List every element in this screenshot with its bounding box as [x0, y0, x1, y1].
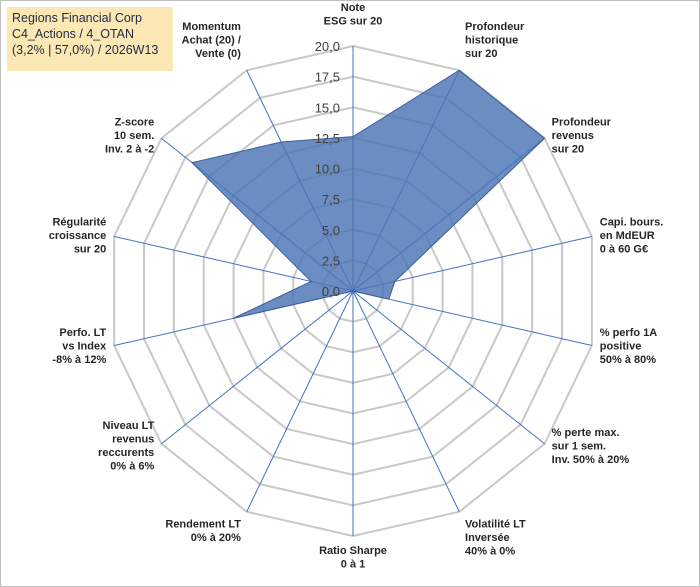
- tick-label: 17,5: [315, 70, 340, 85]
- axis-label: Profondeur revenus sur 20: [552, 117, 612, 156]
- axis-label: Niveau LT revenus reccurents 0% à 6%: [98, 420, 155, 473]
- radar-tick-labels: 0,0 2,5 5,0 7,5 10,0 12,5 15,0 17,5 20,0: [315, 39, 340, 299]
- axis-label: % perfo 1A positive 50% à 80%: [600, 327, 658, 366]
- axis-label: Ratio Sharpe 0 à 1: [319, 545, 387, 571]
- axis-label: Note ESG sur 20: [324, 2, 383, 28]
- axis-spoke: [352, 290, 592, 347]
- tick-label: 0,0: [322, 284, 340, 299]
- axis-spoke: [246, 290, 354, 512]
- tick-label: 20,0: [315, 39, 340, 54]
- axis-label: Volatilité LT Inversée 40% à 0%: [465, 518, 526, 557]
- chart-title-box: Regions Financial Corp C4_Actions / 4_OT…: [7, 7, 173, 71]
- axis-label: Perfo. LT vs Index -8% à 12%: [52, 327, 107, 366]
- axis-spoke: [352, 290, 545, 445]
- title-line-company: Regions Financial Corp: [12, 11, 142, 25]
- axis-spoke: [161, 290, 354, 445]
- title-line-period: (3,2% | 57,0%) / 2026W13: [12, 43, 159, 57]
- axis-label: Régularité croissance sur 20: [49, 216, 106, 255]
- axis-label: % perte max. sur 1 sem. Inv. 50% à 20%: [552, 427, 630, 466]
- title-line-category: C4_Actions / 4_OTAN: [12, 27, 135, 41]
- axis-label: Capi. bours. en MdEUR 0 à 60 G€: [600, 216, 664, 255]
- radar-series: [191, 69, 546, 319]
- series-area: [191, 69, 546, 319]
- axis-label: Rendement LT 0% à 20%: [165, 518, 241, 544]
- axis-label: Momentum Achat (20) / Vente (0): [182, 21, 242, 60]
- tick-label: 12,5: [315, 131, 340, 146]
- tick-label: 10,0: [315, 162, 340, 177]
- radar-axis-labels: Note ESG sur 20 Profondeur historique sur 20…: [49, 2, 664, 571]
- axis-label: Z-score 10 sem. Inv. 2 à -2: [105, 117, 154, 156]
- tick-label: 15,0: [315, 100, 340, 115]
- axis-label: Profondeur historique sur 20: [465, 21, 525, 60]
- tick-label: 5,0: [322, 223, 340, 238]
- tick-label: 7,5: [322, 192, 340, 207]
- tick-label: 2,5: [322, 253, 340, 268]
- axis-spoke: [352, 290, 460, 512]
